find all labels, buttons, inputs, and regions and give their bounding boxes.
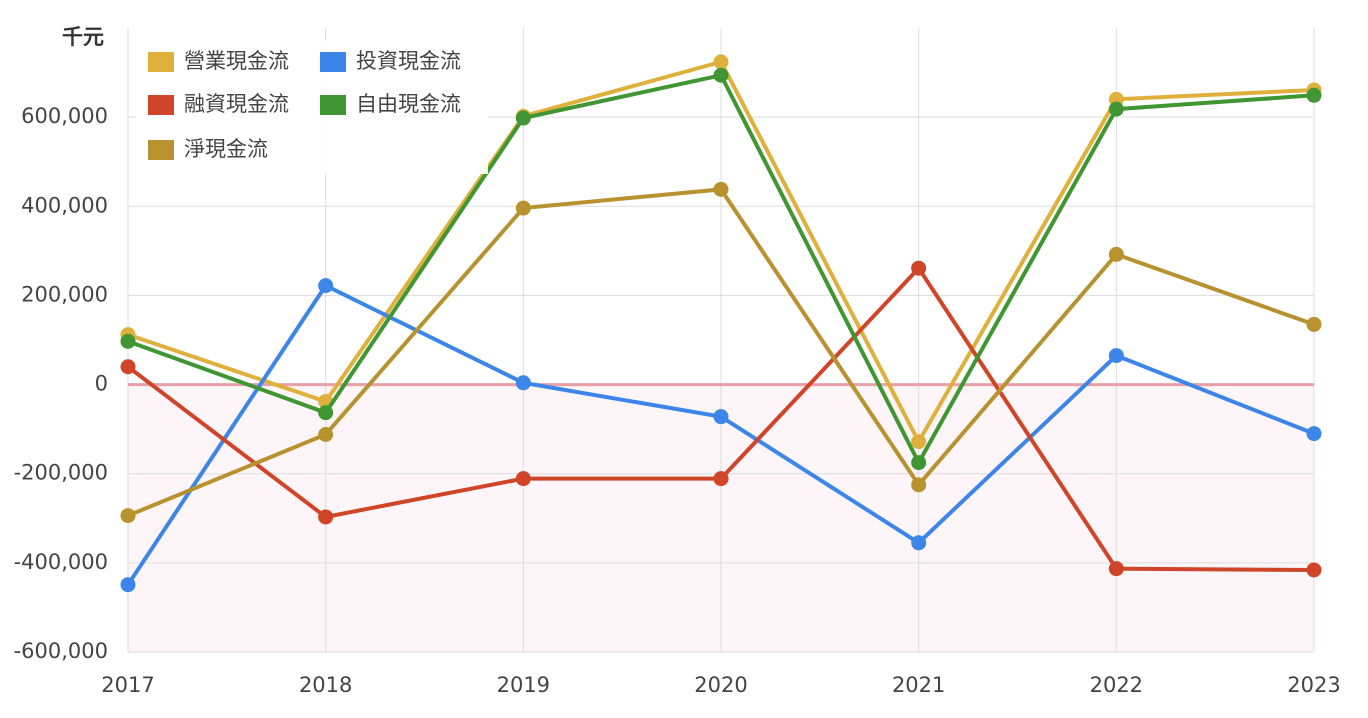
data-point: [911, 477, 927, 493]
legend-swatch: [148, 95, 174, 115]
data-point: [1306, 562, 1322, 578]
data-point: [911, 434, 927, 450]
legend-label: 投資現金流: [356, 49, 461, 73]
legend-label: 自由現金流: [356, 92, 461, 116]
legend-label: 淨現金流: [184, 137, 268, 161]
data-point: [515, 471, 531, 487]
legend-swatch: [320, 52, 346, 72]
y-tick-label: 400,000: [21, 193, 108, 217]
data-point: [318, 426, 334, 442]
y-tick-label: 600,000: [21, 104, 108, 128]
data-point: [120, 508, 136, 524]
legend-swatch: [148, 140, 174, 160]
y-tick-label: -600,000: [14, 639, 108, 663]
y-tick-label: 0: [95, 372, 108, 396]
x-tick-label: 2019: [497, 673, 550, 697]
data-point: [515, 110, 531, 126]
legend-label: 融資現金流: [184, 92, 289, 116]
data-point: [1108, 561, 1124, 577]
data-point: [713, 54, 729, 70]
legend-bg: [136, 40, 488, 174]
data-point: [713, 471, 729, 487]
y-tick-label: -400,000: [14, 550, 108, 574]
data-point: [1306, 87, 1322, 103]
x-tick-label: 2017: [101, 673, 154, 697]
data-point: [911, 455, 927, 471]
x-tick-label: 2021: [892, 673, 945, 697]
data-point: [1108, 101, 1124, 117]
data-point: [120, 359, 136, 375]
x-tick-label: 2020: [694, 673, 747, 697]
data-point: [318, 278, 334, 294]
data-point: [515, 200, 531, 216]
data-point: [120, 333, 136, 349]
data-point: [911, 535, 927, 551]
data-point: [713, 181, 729, 197]
data-point: [318, 509, 334, 525]
data-point: [1306, 316, 1322, 332]
x-tick-label: 2018: [299, 673, 352, 697]
data-point: [318, 405, 334, 421]
data-point: [515, 375, 531, 391]
y-tick-label: -200,000: [14, 461, 108, 485]
legend-label: 營業現金流: [184, 49, 289, 73]
unit-label: 千元: [62, 25, 104, 49]
data-point: [120, 577, 136, 593]
x-tick-label: 2022: [1090, 673, 1143, 697]
data-point: [713, 409, 729, 425]
legend-swatch: [148, 52, 174, 72]
x-tick-label: 2023: [1287, 673, 1340, 697]
data-point: [1306, 426, 1322, 442]
legend-swatch: [320, 95, 346, 115]
data-point: [713, 67, 729, 83]
data-point: [1108, 348, 1124, 364]
data-point: [1108, 246, 1124, 262]
data-point: [911, 260, 927, 276]
y-tick-label: 200,000: [21, 282, 108, 306]
